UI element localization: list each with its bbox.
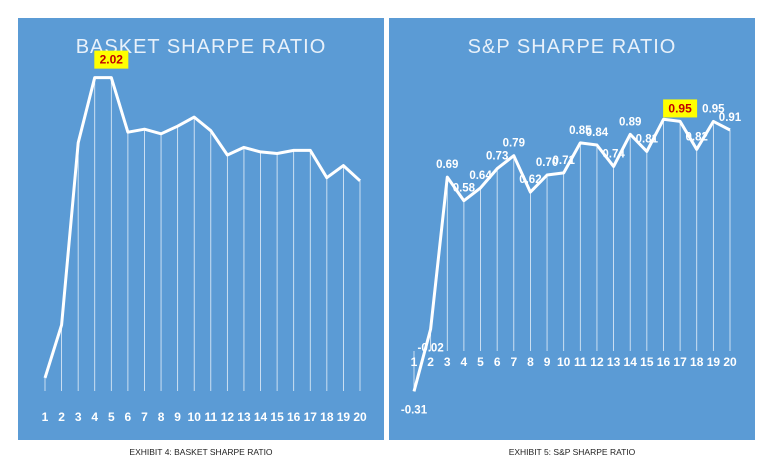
x-tick-label: 7: [141, 410, 148, 424]
data-label: 0.89: [619, 116, 641, 128]
exhibit-caption: EXHIBIT 5: S&P SHARPE RATIO: [508, 447, 636, 457]
data-label: 0.95: [668, 101, 692, 115]
x-tick-label: 6: [494, 355, 501, 369]
x-tick-label: 19: [337, 410, 351, 424]
chart-title: S&P SHARPE RATIO: [467, 36, 677, 58]
data-label: 0.58: [453, 183, 476, 195]
x-tick-label: 11: [574, 355, 587, 369]
x-tick-label: 5: [108, 410, 115, 424]
data-label: 0.84: [586, 127, 609, 139]
x-tick-label: 4: [91, 410, 98, 424]
data-label: -0.02: [418, 342, 444, 354]
data-label: 0.73: [486, 151, 508, 163]
x-tick-label: 1: [411, 355, 418, 369]
x-tick-label: 13: [607, 355, 621, 369]
x-tick-label: 18: [320, 410, 334, 424]
data-label: 0.85: [569, 125, 592, 137]
x-tick-label: 2: [58, 410, 65, 424]
x-tick-label: 14: [624, 355, 638, 369]
sp-sharpe-chart: 1 2 3 4 5 6 7 8 9 10 11 12 13 14 15 16 17 18 19 20-0.31-0.0…: [401, 99, 742, 416]
x-tick-label: 10: [557, 355, 571, 369]
x-tick-label: 8: [527, 355, 534, 369]
data-label: 0.74: [602, 148, 625, 160]
series-line: [43, 76, 362, 379]
data-label: 2.02: [100, 53, 124, 67]
data-label: -0.31: [401, 404, 428, 416]
data-label: 0.70: [536, 157, 558, 169]
chart-title: BASKET SHARPE RATIO: [75, 36, 327, 58]
basket-sharpe-chart: 1 2 3 4 5 6 7 8 9 10 11 12 13 14 15 16 17 18 19 202.02: [42, 50, 367, 424]
x-tick-label: 6: [125, 410, 132, 424]
data-label-highlight: [663, 99, 698, 118]
x-tick-label: 1: [42, 410, 49, 424]
x-tick-label: 17: [673, 355, 687, 369]
x-tick-label: 9: [174, 410, 181, 424]
x-tick-label: 12: [590, 355, 604, 369]
series-line: [412, 117, 731, 392]
x-tick-label: 10: [188, 410, 202, 424]
data-label: 0.82: [686, 131, 708, 143]
x-tick-label: 2: [427, 355, 434, 369]
sp-sharpe-panel: S&P SHARPE RATIO 1 2 3 4 5 6 7 8 9 10 11 12 13 14 15 16…: [389, 18, 755, 440]
x-tick-label: 18: [690, 355, 704, 369]
x-tick-label: 13: [237, 410, 251, 424]
x-tick-label: 15: [640, 355, 654, 369]
x-tick-label: 14: [254, 410, 268, 424]
basket-sharpe-panel: BASKET SHARPE RATIO 1 2 3 4 5 6 7 8 9 10 11 12 13 14 1…: [18, 18, 384, 440]
x-tick-label: 16: [287, 410, 301, 424]
x-tick-label: 19: [707, 355, 721, 369]
data-label: 0.69: [436, 159, 458, 171]
data-label: 0.79: [503, 138, 525, 150]
x-tick-label: 3: [444, 355, 451, 369]
data-label: 0.91: [719, 112, 742, 124]
x-tick-label: 15: [270, 410, 284, 424]
data-label: 0.71: [552, 155, 575, 167]
x-tick-label: 12: [221, 410, 235, 424]
x-tick-label: 8: [158, 410, 165, 424]
data-label: 0.62: [519, 174, 541, 186]
x-tick-label: 20: [353, 410, 367, 424]
x-tick-label: 11: [204, 410, 217, 424]
x-tick-label: 3: [75, 410, 82, 424]
x-tick-label: 17: [304, 410, 318, 424]
data-label-highlight: [94, 50, 129, 69]
x-tick-label: 16: [657, 355, 671, 369]
data-label: 0.95: [702, 103, 725, 115]
x-tick-label: 9: [544, 355, 551, 369]
x-tick-label: 7: [510, 355, 517, 369]
exhibit-caption: EXHIBIT 4: BASKET SHARPE RATIO: [129, 447, 273, 457]
data-label: 0.64: [469, 170, 492, 182]
x-tick-label: 5: [477, 355, 484, 369]
x-tick-label: 4: [461, 355, 468, 369]
data-label: 0.81: [636, 133, 659, 145]
x-tick-label: 20: [723, 355, 737, 369]
